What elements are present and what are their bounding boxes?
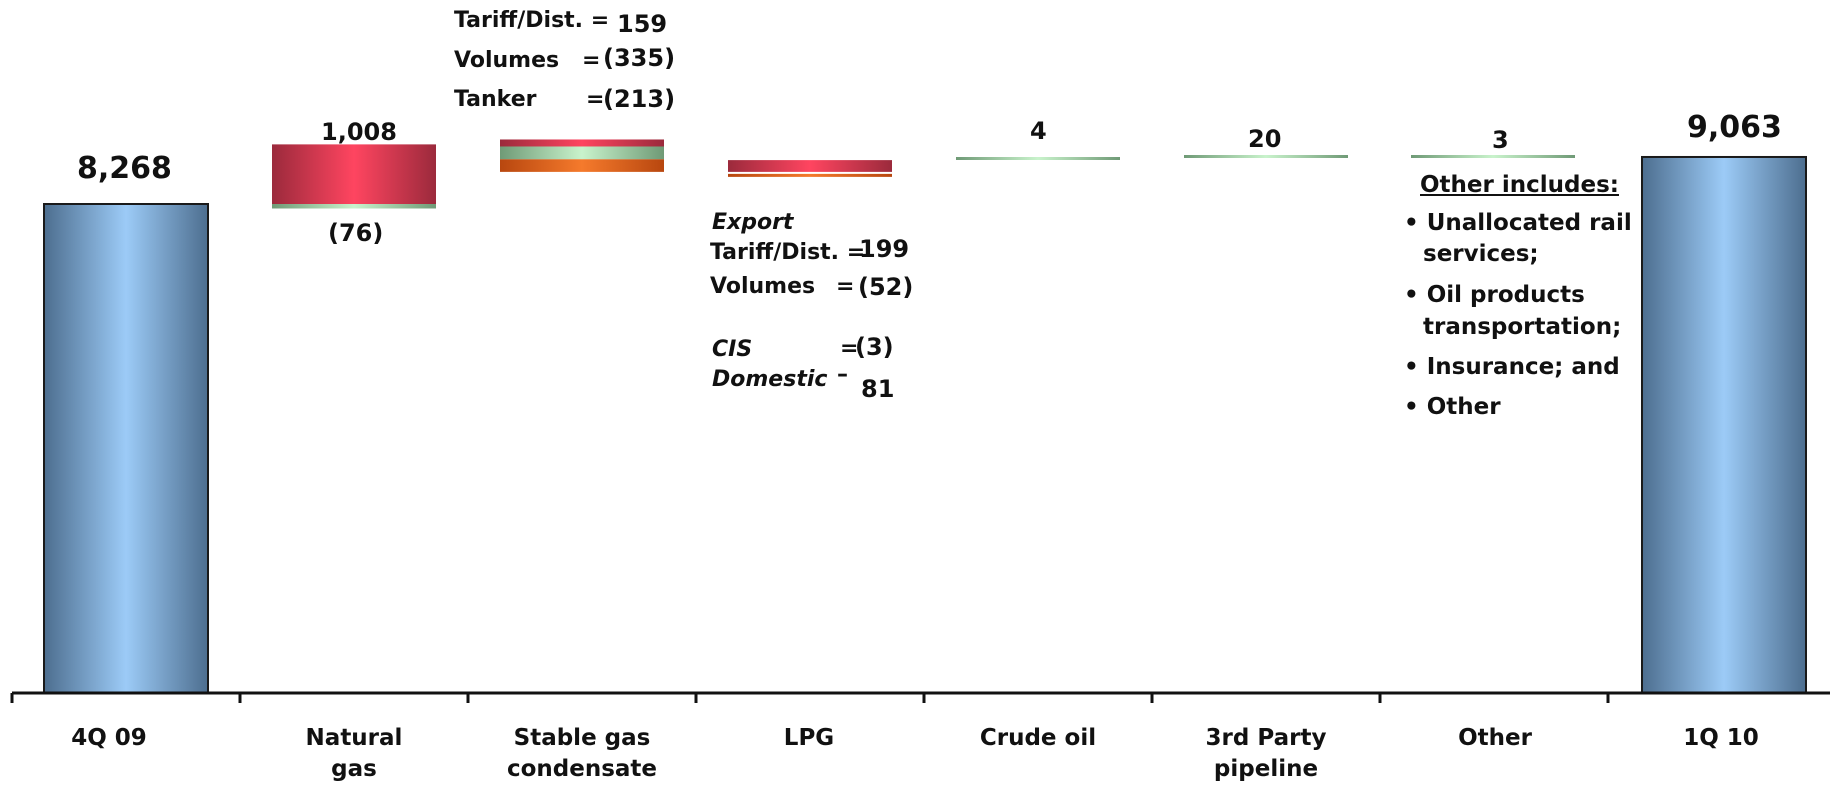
value-label-crude-oil: 4 bbox=[1030, 117, 1047, 145]
bar-lpg-volumes bbox=[728, 173, 892, 177]
other-item-1: Unallocated rail bbox=[1426, 210, 1632, 236]
bar-crude-oil bbox=[956, 157, 1120, 160]
other-item-2: services; bbox=[1423, 241, 1539, 267]
bar-condensate-volumes bbox=[500, 146, 664, 160]
bar-total-4q09 bbox=[43, 203, 209, 694]
condensate-volumes-eq: = bbox=[582, 48, 601, 73]
category-label-condensate: Stable gas condensate bbox=[506, 725, 658, 782]
decrease-label-natural-gas: (76) bbox=[328, 219, 384, 247]
lpg-domestic-value: 81 bbox=[861, 375, 895, 403]
lpg-cis-value: (3) bbox=[855, 333, 894, 361]
bar-condensate-tariff bbox=[500, 139, 664, 149]
bar-natural-gas-decrease bbox=[272, 204, 436, 209]
value-label-3rd-party: 20 bbox=[1248, 125, 1282, 153]
other-includes-title: Other includes: bbox=[1420, 172, 1619, 198]
category-label-crude-oil: Crude oil bbox=[979, 725, 1097, 751]
lpg-domestic-eq: – bbox=[837, 362, 848, 387]
other-item-5: Insurance; and bbox=[1426, 354, 1620, 380]
condensate-tanker-label: Tanker bbox=[454, 87, 537, 112]
condensate-tanker-eq: = bbox=[586, 87, 605, 112]
category-label-1q10: 1Q 10 bbox=[1683, 725, 1759, 751]
other-item-4: transportation; bbox=[1423, 314, 1622, 340]
other-bullet-3: • Insurance; and bbox=[1404, 354, 1620, 380]
bar-total-1q10 bbox=[1641, 155, 1807, 694]
other-bullet-1: • Unallocated rail bbox=[1404, 210, 1632, 236]
lpg-volumes-eq: = bbox=[836, 274, 855, 299]
condensate-volumes-value: (335) bbox=[603, 44, 676, 72]
bar-3rd-party-pipeline bbox=[1184, 155, 1348, 158]
lpg-export-label: Export bbox=[712, 210, 794, 235]
bar-condensate-tanker bbox=[500, 159, 664, 172]
lpg-tariff-label: Tariff/Dist. = bbox=[710, 240, 866, 265]
category-label-lpg: LPG bbox=[783, 725, 835, 751]
bar-other bbox=[1411, 155, 1575, 158]
category-label-4q09: 4Q 09 bbox=[71, 725, 147, 751]
condensate-volumes-label: Volumes bbox=[454, 48, 560, 73]
lpg-cis-label: CIS bbox=[712, 337, 753, 362]
condensate-tariff-label: Tariff/Dist. = bbox=[454, 8, 610, 33]
total-label-4q09: 8,268 bbox=[77, 151, 172, 186]
lpg-volumes-label: Volumes bbox=[710, 274, 816, 299]
value-label-other: 3 bbox=[1492, 126, 1509, 154]
bar-lpg-tariff bbox=[728, 160, 892, 172]
category-label-natural-gas: Natural gas bbox=[305, 725, 403, 782]
lpg-cis-eq: = bbox=[840, 336, 859, 361]
increase-label-natural-gas: 1,008 bbox=[321, 118, 397, 146]
other-bullet-4: • Other bbox=[1404, 394, 1501, 420]
other-item-6: Other bbox=[1426, 394, 1501, 420]
bar-natural-gas-increase bbox=[272, 144, 436, 204]
other-bullet-2: • Oil products bbox=[1404, 282, 1585, 308]
condensate-tariff-value: 159 bbox=[617, 10, 668, 38]
lpg-volumes-value: (52) bbox=[858, 273, 914, 301]
category-label-3rd-party: 3rd Party pipeline bbox=[1205, 725, 1327, 782]
total-label-1q10: 9,063 bbox=[1687, 110, 1782, 145]
category-label-other: Other bbox=[1458, 725, 1532, 751]
condensate-tanker-value: (213) bbox=[603, 85, 676, 113]
lpg-domestic-label: Domestic bbox=[712, 367, 828, 392]
lpg-tariff-value: 199 bbox=[859, 235, 910, 263]
other-item-3: Oil products bbox=[1426, 282, 1585, 308]
